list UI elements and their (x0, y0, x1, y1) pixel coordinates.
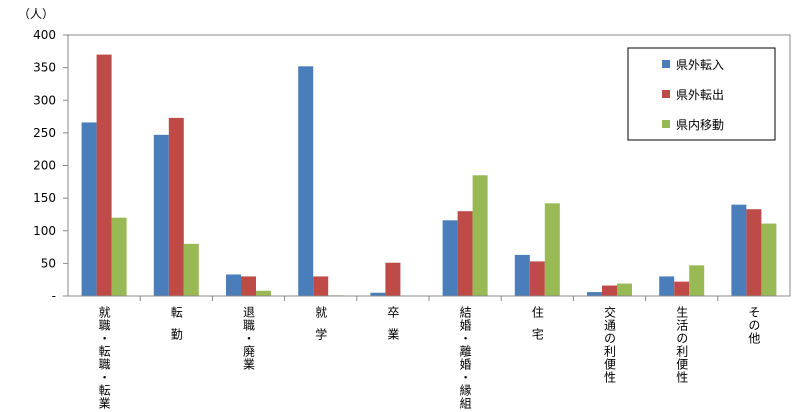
y-tick-label: 250 (33, 126, 56, 140)
legend-swatch (662, 120, 670, 128)
legend-swatch (662, 60, 670, 68)
x-tick-label: 就職・転職・転業 (97, 306, 111, 410)
bar (442, 220, 458, 296)
y-tick-label: 300 (33, 93, 56, 107)
bar (241, 276, 256, 296)
x-tick-label: その他 (747, 306, 761, 345)
bar (746, 209, 762, 296)
bar (81, 122, 97, 296)
bar (183, 243, 199, 296)
bar (617, 283, 632, 296)
bar (96, 54, 112, 297)
x-tick-label: 就学 (314, 306, 328, 350)
x-tick-label: 生活の利便性 (675, 306, 689, 384)
y-tick-label: 400 (33, 28, 56, 42)
bar (689, 265, 705, 296)
y-tick-label: 200 (33, 159, 56, 173)
y-tick-label: 50 (41, 256, 56, 270)
x-tick-label: 交通の利便性 (603, 305, 617, 384)
y-tick-label: 350 (33, 61, 56, 75)
legend-box (627, 47, 776, 141)
bar (659, 276, 675, 296)
bar (544, 203, 560, 296)
bar (529, 261, 545, 296)
bar (226, 274, 241, 296)
x-tick-label: 住宅 (530, 306, 544, 350)
bar (256, 290, 271, 296)
y-tick-label: 100 (33, 224, 56, 238)
bar (370, 292, 386, 296)
y-unit: （人） (18, 7, 54, 21)
bar (761, 223, 777, 296)
bar (111, 217, 127, 296)
legend-label: 県内移動 (676, 118, 724, 132)
bar (731, 204, 747, 296)
bar (602, 285, 617, 296)
x-tick-label: 結婚・離婚・縁組 (458, 306, 472, 410)
legend-label: 県外転入 (676, 58, 724, 72)
bar (457, 211, 473, 296)
x-tick-label: 転勤 (169, 306, 183, 350)
bar (298, 66, 314, 296)
bar (313, 276, 329, 296)
bar (514, 254, 530, 296)
bar (472, 175, 488, 296)
bar (168, 117, 184, 297)
legend-swatch (662, 90, 670, 98)
y-tick-label: 150 (33, 191, 56, 205)
bar (153, 134, 169, 296)
bar (674, 281, 690, 296)
x-tick-label: 退職・廃業 (242, 306, 256, 371)
x-tick-label: 卒業 (386, 306, 400, 350)
bar (385, 262, 401, 296)
bar (587, 292, 602, 296)
legend-label: 県外転出 (676, 88, 724, 102)
y-tick-label: - (52, 289, 56, 303)
